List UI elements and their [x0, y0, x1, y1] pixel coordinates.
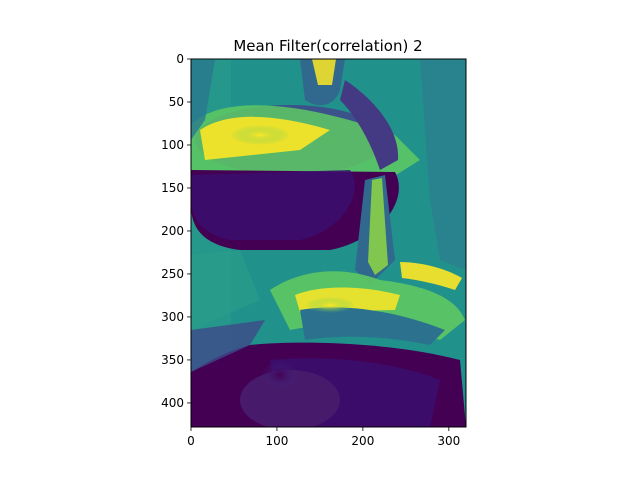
y-tick-label: 300 — [161, 310, 184, 324]
x-tick-label: 200 — [351, 434, 374, 448]
x-tick-label: 300 — [437, 434, 460, 448]
y-tick-label: 200 — [161, 224, 184, 238]
heatmap-image — [191, 59, 466, 427]
y-tick-label: 0 — [176, 52, 184, 66]
y-tick-label: 350 — [161, 353, 184, 367]
y-tick-label: 100 — [161, 138, 184, 152]
y-tick-label: 150 — [161, 181, 184, 195]
y-tick-label: 400 — [161, 396, 184, 410]
chart-title: Mean Filter(correlation) 2 — [233, 37, 422, 55]
y-tick-label: 250 — [161, 267, 184, 281]
axes-frame — [190, 58, 467, 428]
x-tick-label: 0 — [187, 434, 195, 448]
y-axis: 0 50 100 150 200 250 300 350 400 — [161, 52, 191, 410]
x-axis: 0 100 200 300 — [187, 427, 460, 448]
y-tick-label: 50 — [169, 95, 184, 109]
x-tick-label: 100 — [265, 434, 288, 448]
